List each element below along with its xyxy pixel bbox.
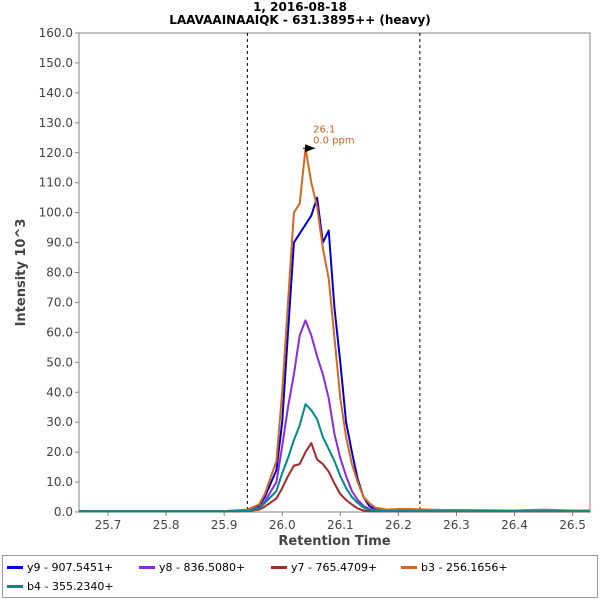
y-tick-label: 40.0 — [46, 385, 73, 399]
y-tick-label: 30.0 — [46, 415, 73, 429]
y-tick-label: 150.0 — [39, 56, 73, 70]
y-tick-label: 20.0 — [46, 445, 73, 459]
x-tick-label: 26.0 — [269, 518, 296, 532]
x-tick-label: 26.5 — [559, 518, 586, 532]
y-tick-label: 0.0 — [54, 505, 73, 519]
y-axis-label: Intensity 10^3 — [14, 219, 29, 327]
x-tick-label: 26.4 — [501, 518, 528, 532]
series-line-5 — [79, 403, 590, 513]
series-line-4 — [79, 147, 590, 513]
chart-subtitle: LAAVAAINAAIQK - 631.3895++ (heavy) — [169, 13, 431, 27]
y-tick-label: 160.0 — [39, 26, 73, 40]
legend-label: b4 - 355.2340+ — [27, 579, 114, 593]
legend-swatch — [401, 565, 417, 569]
y-tick-label: 60.0 — [46, 325, 73, 339]
plot-frame — [78, 32, 591, 513]
legend-swatch — [139, 565, 155, 569]
y-tick-label: 120.0 — [39, 146, 73, 160]
x-axis-label: Retention Time — [278, 534, 390, 549]
y-tick-label: 130.0 — [39, 116, 73, 130]
legend: y9 - 907.5451+ y8 - 836.5080+ y7 - 765.470… — [2, 555, 598, 598]
legend-label: y9 - 907.5451+ — [27, 560, 114, 574]
y-tick-label: 100.0 — [39, 206, 73, 220]
legend-item: b3 - 256.1656+ — [401, 559, 508, 575]
legend-item: y8 - 836.5080+ — [139, 559, 245, 575]
legend-swatch — [271, 565, 287, 569]
y-tick-label: 140.0 — [39, 86, 73, 100]
legend-label: b3 - 256.1656+ — [421, 560, 508, 574]
legend-swatch — [7, 565, 23, 569]
y-tick-label: 50.0 — [46, 355, 73, 369]
legend-item: y7 - 765.4709+ — [271, 559, 377, 575]
peak-annotation-label: 26.1 — [313, 124, 335, 135]
x-tick-label: 26.3 — [443, 518, 470, 532]
y-tick-label: 70.0 — [46, 295, 73, 309]
x-tick-label: 26.1 — [327, 518, 354, 532]
legend-swatch — [7, 584, 23, 588]
y-tick-label: 90.0 — [46, 236, 73, 250]
y-tick-label: 110.0 — [39, 176, 73, 190]
legend-item: y9 - 907.5451+ — [7, 559, 113, 575]
x-tick-label: 25.7 — [95, 518, 122, 532]
chart-title: 1, 2016-08-18 — [253, 0, 347, 14]
peak-annotation-label: 0.0 ppm — [313, 135, 355, 146]
legend-label: y8 - 836.5080+ — [159, 560, 246, 574]
x-tick-label: 25.8 — [153, 518, 180, 532]
y-tick-label: 80.0 — [46, 266, 73, 280]
x-tick-label: 25.9 — [211, 518, 238, 532]
x-tick-label: 26.2 — [385, 518, 412, 532]
y-tick-label: 10.0 — [46, 475, 73, 489]
legend-item: b4 - 355.2340+ — [7, 578, 114, 594]
legend-label: y7 - 765.4709+ — [291, 560, 378, 574]
